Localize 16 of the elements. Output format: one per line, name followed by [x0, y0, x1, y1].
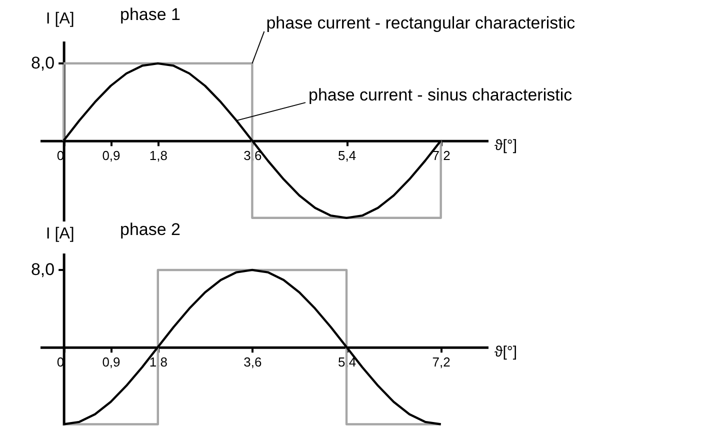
annotation: phase current - sinus characteristic: [308, 86, 573, 105]
x-tick-label: 1,8: [149, 148, 168, 164]
y-axis-title: I [A]: [46, 10, 74, 28]
annotation: 8,0: [30, 260, 55, 279]
annotation: phase current - rectangular characteristic: [266, 13, 576, 32]
annotation: 8,0: [30, 53, 55, 72]
chart-title: phase 1: [120, 5, 180, 24]
x-tick-label: 7,2: [432, 354, 450, 370]
x-axis-title: ϑ[°]: [494, 137, 518, 154]
chart-title: phase 2: [120, 220, 180, 239]
x-tick-label: 5,4: [338, 148, 356, 164]
x-tick-label: 0,9: [102, 148, 120, 164]
x-axis-title: ϑ[°]: [494, 344, 518, 361]
x-tick-label: 0,9: [102, 354, 120, 370]
x-tick-label: 3,6: [244, 354, 262, 370]
y-axis-title: I [A]: [46, 226, 74, 242]
